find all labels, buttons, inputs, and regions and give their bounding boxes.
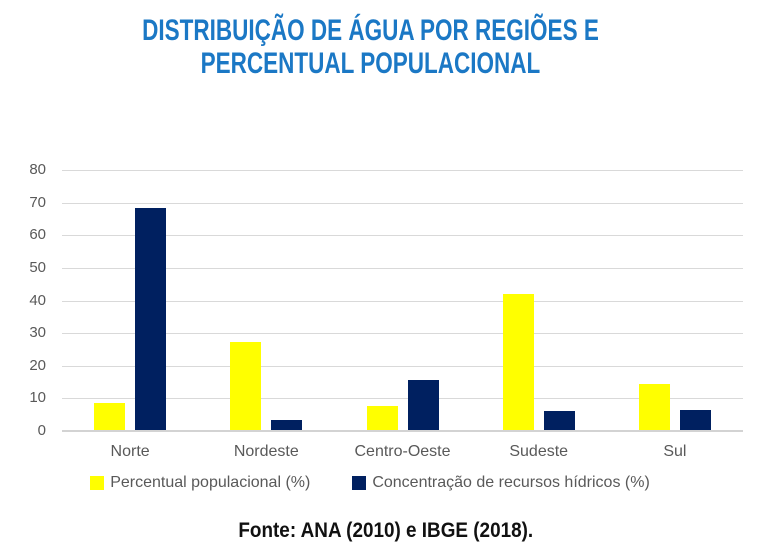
y-tick-label-0: 0 bbox=[37, 422, 46, 439]
bar-centro-oeste-concentracao-de-recursos-hidricos- bbox=[407, 379, 439, 431]
gridline-40 bbox=[62, 300, 743, 302]
bar-norte-percentual-populacional- bbox=[94, 402, 126, 431]
chart-title: DISTRIBUIÇÃO DE ÁGUA POR REGIÕES E PERCE… bbox=[142, 14, 599, 80]
y-tick-label-80: 80 bbox=[29, 161, 46, 178]
x-label-nordeste: Nordeste bbox=[233, 443, 299, 460]
gridline-30 bbox=[62, 333, 743, 335]
y-tick-label-70: 70 bbox=[29, 193, 46, 211]
x-label-norte: Norte bbox=[110, 443, 150, 460]
legend-label: Concentração de recursos hídricos (%) bbox=[372, 474, 650, 491]
bar-nordeste-percentual-populacional- bbox=[230, 342, 262, 431]
chart-title-block: DISTRIBUIÇÃO DE ÁGUA POR REGIÕES E PERCE… bbox=[0, 14, 740, 80]
bar-group-nordeste bbox=[198, 170, 334, 431]
gridline-60 bbox=[62, 235, 743, 237]
x-label-sul: Sul bbox=[663, 443, 687, 460]
bar-group-norte bbox=[62, 170, 198, 431]
legend-label: Percentual populacional (%) bbox=[110, 474, 311, 491]
legend-swatch-icon bbox=[90, 476, 105, 490]
bar-sul-percentual-populacional- bbox=[638, 384, 670, 431]
gridline-80 bbox=[62, 170, 743, 171]
y-tick-label-20: 20 bbox=[29, 356, 46, 374]
x-axis-line bbox=[62, 430, 743, 432]
gridline-10 bbox=[62, 398, 743, 400]
bar-norte-concentracao-de-recursos-hidricos- bbox=[135, 207, 167, 431]
y-tick-label-30: 30 bbox=[29, 324, 46, 342]
gridline-70 bbox=[62, 202, 743, 204]
legend-swatch-icon bbox=[352, 476, 367, 490]
chart-legend: Percentual populacional (%) Concentração … bbox=[0, 474, 740, 492]
x-label-centro-oeste: Centro-Oeste bbox=[354, 443, 451, 460]
bar-group-centro-oeste bbox=[334, 170, 470, 431]
x-label-sudeste: Sudeste bbox=[509, 443, 569, 460]
x-axis-labels: Norte Nordeste Centro-Oeste Sudeste Sul bbox=[62, 443, 743, 461]
bar-centro-oeste-percentual-populacional- bbox=[366, 405, 398, 431]
y-tick-label-40: 40 bbox=[29, 291, 46, 309]
plot-area bbox=[62, 170, 743, 432]
bar-group-sul bbox=[607, 170, 743, 431]
y-tick-label-60: 60 bbox=[29, 226, 46, 244]
bar-sul-concentracao-de-recursos-hidricos- bbox=[679, 409, 711, 431]
y-axis: 0 10 20 30 40 50 60 70 80 bbox=[6, 161, 46, 439]
bar-nordeste-concentracao-de-recursos-hidricos- bbox=[271, 420, 303, 431]
legend-item-concentracao-de-recursos-hidricos-: Concentração de recursos hídricos (%) bbox=[352, 474, 650, 492]
y-tick-label-10: 10 bbox=[29, 389, 46, 407]
source-caption: Fonte: ANA (2010) e IBGE (2018). bbox=[238, 519, 534, 542]
legend-item-percentual-populacional-: Percentual populacional (%) bbox=[90, 474, 310, 492]
bar-sudeste-percentual-populacional- bbox=[502, 293, 534, 431]
y-tick-label-50: 50 bbox=[29, 258, 46, 276]
gridline-50 bbox=[62, 267, 743, 269]
gridline-20 bbox=[62, 365, 743, 367]
bar-group-sudeste bbox=[471, 170, 607, 431]
chart-title-line1: DISTRIBUIÇÃO DE ÁGUA POR REGIÕES E bbox=[141, 14, 599, 47]
footer-block: Fonte: ANA (2010) e IBGE (2018). bbox=[0, 519, 772, 543]
bar-sudeste-concentracao-de-recursos-hidricos- bbox=[543, 411, 575, 431]
bars-layer bbox=[62, 170, 743, 431]
chart-title-line2: PERCENTUAL POPULACIONAL bbox=[200, 47, 540, 80]
